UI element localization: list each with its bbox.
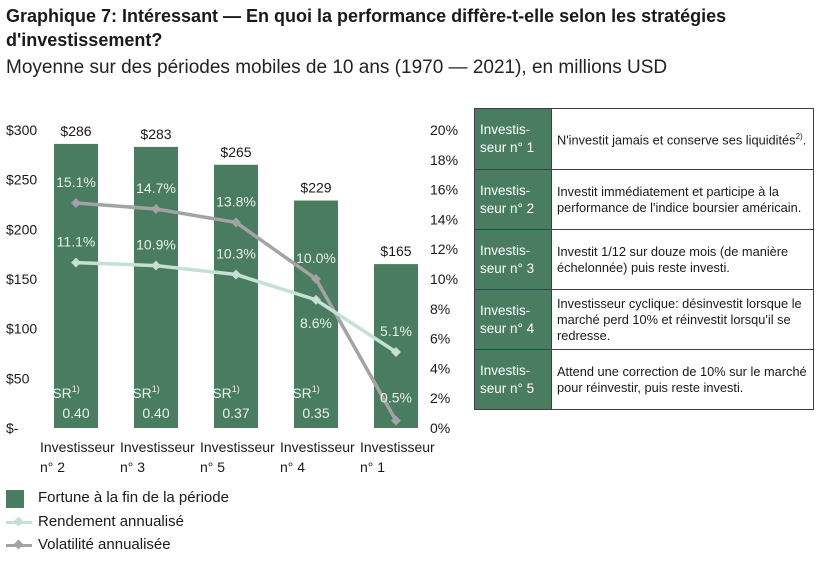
investor-description: Investit 1/12 sur douze mois (de manière… [551,229,814,290]
y-right-tick-label: 20% [430,122,458,138]
x-tick-label: n° 2 [40,459,65,475]
y-right-tick-label: 12% [430,241,458,257]
y-right-tick-label: 10% [430,271,458,287]
volatility-data-label: 13.8% [216,193,256,209]
return-marker [391,347,401,357]
legend-swatch-line [6,516,32,527]
bar [54,143,98,428]
table-row: Investis-seur n° 4 Investisseur cyclique… [474,289,814,350]
sharpe-value: 0.35 [302,405,329,421]
investor-label: Investis-seur n° 1 [474,108,552,170]
bar-value-label: $165 [380,243,411,259]
legend-label: Rendement annualisé [38,513,184,530]
volatility-data-label: 15.1% [56,174,96,190]
x-tick-label: n° 3 [120,459,145,475]
x-tick-label: n° 1 [360,459,385,475]
combo-chart: $- $50 $100 $150 $200 $250 $300 0% 2% 4% 6% 8% 10% 12… [6,122,458,475]
chart-subtitle: Moyenne sur des périodes mobiles de 10 a… [6,57,668,78]
investor-label: Investis-seur n° 4 [474,289,552,350]
return-marker [231,269,241,280]
x-tick-label: Investisseur [200,439,275,455]
return-marker [311,294,321,305]
table-row: Investis-seur n° 2 Investit immédiatemen… [474,169,814,230]
investor-label: Investis-seur n° 2 [474,169,552,230]
x-tick-label: Investisseur [280,439,355,455]
return-data-label: 8.6% [300,315,332,331]
y-left-tick-label: $250 [6,172,37,188]
bar-value-label: $283 [140,126,171,142]
y-left-tick-label: $100 [6,321,37,337]
volatility-marker [71,198,81,208]
investor-description: Attend une correction de 10% sur le marc… [551,349,814,410]
y-right-tick-label: 0% [430,420,450,436]
table-row: Investis-seur n° 1 N'investit jamais et … [474,108,814,170]
y-left-tick-label: $150 [6,271,37,287]
volatility-marker [231,217,241,228]
bar [294,200,338,428]
table-row: Investis-seur n° 5 Attend une correction… [474,349,814,410]
y-right-tick-label: 4% [430,360,450,376]
legend-swatch-bar [6,490,24,508]
volatility-marker [151,204,161,214]
return-data-label: 10.3% [216,246,256,262]
x-tick-label: Investisseur [40,439,115,455]
y-left-tick-label: $300 [6,122,37,138]
x-tick-label: Investisseur [120,439,195,455]
y-right-tick-label: 14% [430,211,458,227]
bar [214,164,258,428]
return-data-label: 10.9% [136,237,176,253]
sharpe-value: 0.40 [142,405,169,421]
investor-table: Investis-seur n° 1 N'investit jamais et … [474,108,814,410]
volatility-data-label: 10.0% [296,250,336,266]
legend-label: Volatilité annualisée [38,536,171,553]
y-right-tick-label: 8% [430,301,450,317]
sharpe-value: 0.37 [222,405,249,421]
legend-swatch-line [6,539,32,550]
return-marker [71,257,81,268]
bar-value-label: $229 [300,180,331,196]
y-left-tick-label: $- [6,420,19,436]
return-marker [151,260,161,271]
y-right-tick-label: 6% [430,331,450,347]
bar-value-label: $265 [220,144,251,160]
investor-label: Investis-seur n° 5 [474,349,552,410]
return-data-label: 5.1% [380,323,412,339]
x-tick-label: n° 4 [280,459,305,475]
bar [374,264,418,428]
chart-title: Graphique 7: Intéressant — En quoi la pe… [6,6,727,50]
y-right-tick-label: 18% [430,152,458,168]
y-right-tick-label: 16% [430,182,458,198]
sharpe-value: 0.40 [62,405,89,421]
volatility-marker [391,415,401,426]
return-data-label: 11.1% [57,234,96,250]
investor-description: Investit immédiatement et participe à la… [551,169,814,230]
bar [134,146,178,428]
bar-value-label: $286 [60,123,91,139]
table-row: Investis-seur n° 3 Investit 1/12 sur dou… [474,229,814,290]
x-tick-label: Investisseur [360,439,435,455]
investor-description: Investisseur cyclique: désinvestit lorsq… [551,289,814,350]
y-left-tick-label: $50 [6,370,30,386]
y-right-tick-label: 2% [430,390,450,406]
volatility-data-label: 0.5% [380,390,412,406]
investor-description: N'investit jamais et conserve ses liquid… [551,108,814,170]
y-left-tick-label: $200 [6,221,37,237]
x-tick-label: n° 5 [200,459,225,475]
legend-label: Fortune à la fin de la période [38,489,229,506]
volatility-data-label: 14.7% [136,180,176,196]
investor-label: Investis-seur n° 3 [474,229,552,290]
